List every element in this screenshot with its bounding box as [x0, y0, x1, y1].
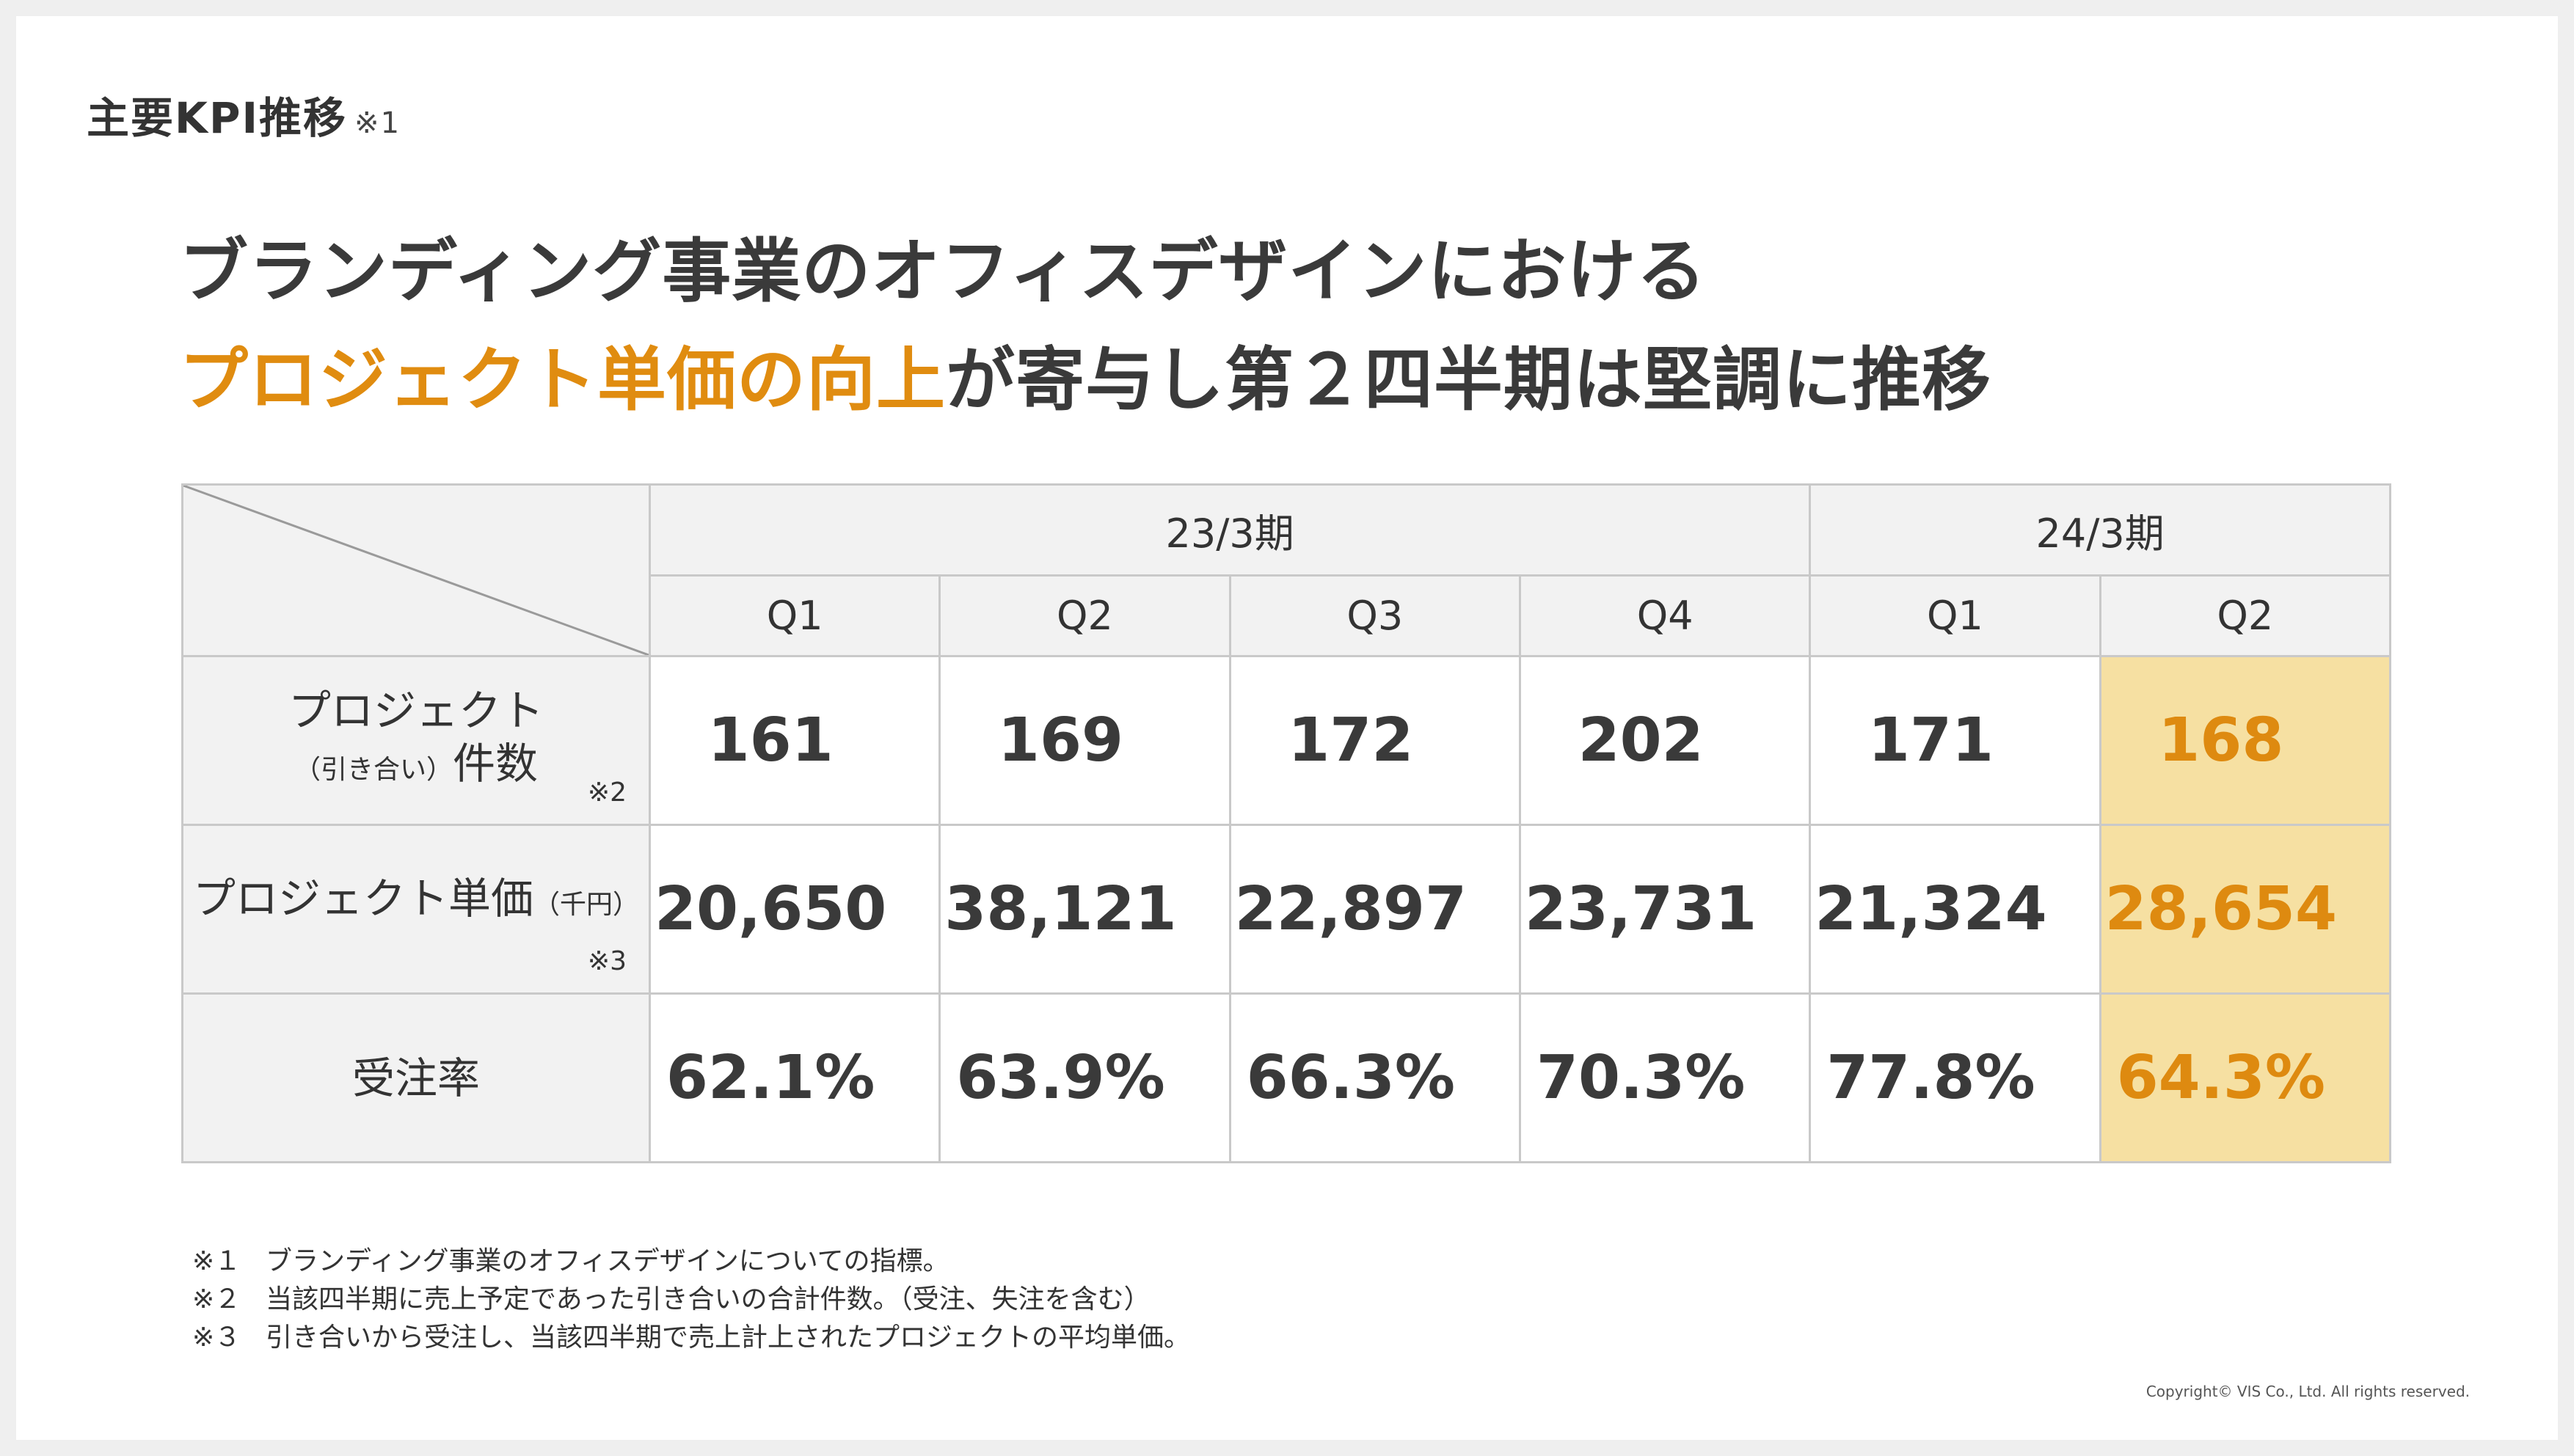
row-label-line1: プロジェクト — [288, 686, 544, 736]
headline-accent: プロジェクト単価の向上 — [179, 340, 947, 420]
table-cell-highlight: 168 — [2099, 655, 2392, 826]
table-cell: 21,324 — [1809, 824, 2101, 995]
headline-line2: プロジェクト単価の向上が寄与し第２四半期は堅調に推移 — [179, 324, 1991, 424]
kpi-table: 23/3期 24/3期 Q1 Q2 Q3 Q4 Q1 Q2 プロジェクト （引き… — [181, 483, 2392, 1163]
row-label-line1: 受注率 — [351, 1053, 480, 1103]
table-cell: 202 — [1518, 655, 1812, 826]
period-header-row: 23/3期 24/3期 — [181, 483, 2391, 657]
row-footnote: ※2 — [587, 778, 627, 808]
copyright: Copyright© VIS Co., Ltd. All rights rese… — [2145, 1383, 2470, 1400]
table-cell-highlight: 28,654 — [2099, 824, 2392, 995]
table-cell: 22,897 — [1228, 824, 1521, 995]
table-row-project-count: プロジェクト （引き合い）件数 ※2 161 169 172 202 171 1… — [181, 655, 2392, 826]
row-label-sub: （千円） — [533, 889, 640, 920]
footnote-text: 引き合いから受注し、当該四半期で売上計上されたプロジェクトの平均単価。 — [266, 1323, 1191, 1353]
quarter-header: Q4 — [1518, 574, 1812, 657]
slide: 主要KPI推移 ※1 ブランディング事業のオフィスデザインにおける プロジェクト単… — [16, 16, 2558, 1440]
section-title-text: 主要KPI推移 — [87, 93, 348, 143]
quarter-header: Q2 — [938, 574, 1231, 657]
period-header-23: 23/3期 — [648, 483, 1812, 577]
quarter-header: Q3 — [1228, 574, 1521, 657]
table-cell: 62.1% — [648, 992, 941, 1163]
row-label-sub: （引き合い） — [294, 755, 453, 785]
headline-rest: が寄与し第２四半期は堅調に推移 — [946, 340, 1992, 420]
footnote-text: ブランディング事業のオフィスデザインについての指標。 — [266, 1246, 949, 1276]
period-header-24: 24/3期 — [1809, 483, 2391, 577]
quarter-header: Q1 — [1809, 574, 2101, 657]
footnote-item: ※２ 当該四半期に売上予定であった引き合いの合計件数。（受注、失注を含む） — [192, 1281, 1190, 1319]
row-footnote: ※3 — [587, 946, 627, 976]
quarter-header: Q2 — [2099, 574, 2392, 657]
row-label-order-rate: 受注率 — [181, 992, 651, 1163]
table-row-order-rate: 受注率 62.1% 63.9% 66.3% 70.3% 77.8% 64.3% — [181, 992, 2392, 1163]
section-title-note: ※1 — [354, 106, 401, 140]
corner-diagonal — [183, 486, 649, 655]
footnote-mark: ※２ — [192, 1284, 241, 1314]
row-label-line2: 件数 — [453, 739, 539, 789]
footnotes: ※１ ブランディング事業のオフィスデザインについての指標。 ※２ 当該四半期に売上予… — [192, 1243, 1190, 1357]
table-cell: 63.9% — [938, 992, 1231, 1163]
headline-line1: ブランディング事業のオフィスデザインにおける — [179, 232, 1707, 312]
table-cell: 70.3% — [1518, 992, 1812, 1163]
row-label-project-count: プロジェクト （引き合い）件数 ※2 — [181, 655, 651, 826]
footnote-mark: ※１ — [192, 1246, 241, 1276]
quarter-header: Q1 — [648, 574, 941, 657]
table-cell: 38,121 — [938, 824, 1231, 995]
table-cell: 23,731 — [1518, 824, 1812, 995]
footnote-mark: ※３ — [192, 1323, 241, 1353]
section-title: 主要KPI推移 ※1 — [87, 84, 401, 145]
row-label-line1: プロジェクト単価 — [192, 873, 533, 923]
table-cell: 169 — [938, 655, 1231, 826]
footnote-text: 当該四半期に売上予定であった引き合いの合計件数。（受注、失注を含む） — [266, 1284, 1151, 1314]
table-cell: 20,650 — [648, 824, 941, 995]
footnote-item: ※３ 引き合いから受注し、当該四半期で売上計上されたプロジェクトの平均単価。 — [192, 1319, 1190, 1357]
table-corner — [181, 483, 651, 657]
table-cell: 161 — [648, 655, 941, 826]
quarter-header-row: Q1 Q2 Q3 Q4 Q1 Q2 — [183, 574, 2392, 657]
table-cell: 172 — [1228, 655, 1521, 826]
table-cell: 171 — [1809, 655, 2101, 826]
row-label-project-price: プロジェクト単価（千円） ※3 — [181, 824, 651, 995]
table-row-project-price: プロジェクト単価（千円） ※3 20,650 38,121 22,897 23,… — [181, 824, 2392, 995]
table-cell-highlight: 64.3% — [2099, 992, 2392, 1163]
footnote-item: ※１ ブランディング事業のオフィスデザインについての指標。 — [192, 1243, 1190, 1281]
table-cell: 66.3% — [1228, 992, 1521, 1163]
table-cell: 77.8% — [1809, 992, 2101, 1163]
